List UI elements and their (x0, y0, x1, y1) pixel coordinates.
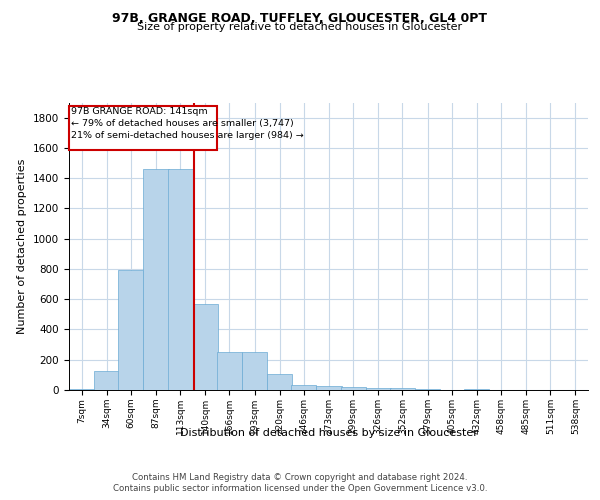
Bar (94, 371, 119, 390)
Bar (291, 384, 316, 390)
Bar (217, 352, 242, 390)
Text: Contains public sector information licensed under the Open Government Licence v3: Contains public sector information licen… (113, 484, 487, 493)
Bar (341, 387, 366, 390)
Bar (316, 386, 341, 390)
Bar (366, 388, 391, 390)
Bar (118, 270, 143, 390)
Bar (415, 389, 440, 390)
Bar (143, 169, 169, 390)
Bar (167, 169, 193, 390)
Bar (69, 106, 217, 150)
Y-axis label: Number of detached properties: Number of detached properties (17, 158, 28, 334)
Text: 97B GRANGE ROAD: 141sqm
← 79% of detached houses are smaller (3,747)
21% of semi: 97B GRANGE ROAD: 141sqm ← 79% of detache… (71, 107, 304, 140)
Text: 97B, GRANGE ROAD, TUFFLEY, GLOUCESTER, GL4 0PT: 97B, GRANGE ROAD, TUFFLEY, GLOUCESTER, G… (113, 12, 487, 26)
Text: Contains HM Land Registry data © Crown copyright and database right 2024.: Contains HM Land Registry data © Crown c… (132, 472, 468, 482)
Bar (193, 304, 218, 390)
Text: Distribution of detached houses by size in Gloucester: Distribution of detached houses by size … (180, 428, 478, 438)
Bar (390, 388, 415, 390)
Bar (69, 389, 94, 390)
Bar (267, 374, 292, 390)
Text: Size of property relative to detached houses in Gloucester: Size of property relative to detached ho… (137, 22, 463, 32)
Bar (242, 352, 267, 390)
Bar (464, 389, 490, 390)
